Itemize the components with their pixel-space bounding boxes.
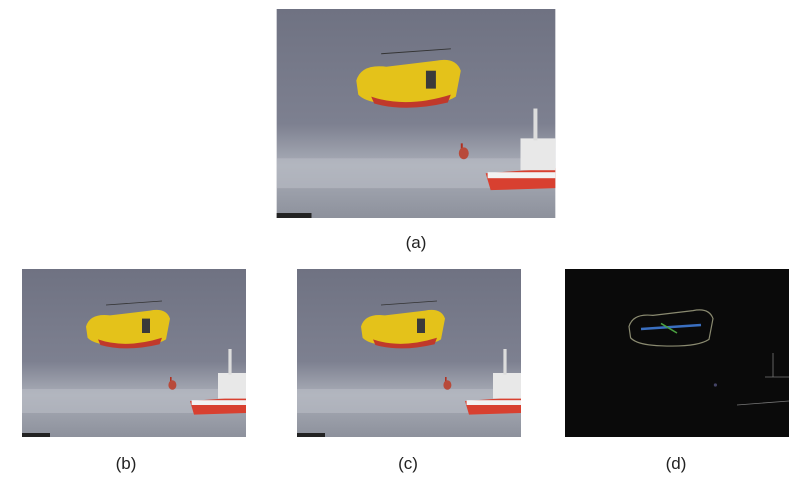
image-a xyxy=(276,9,556,218)
image-d xyxy=(565,269,789,437)
caption: (d) xyxy=(665,454,687,473)
caption: (c) xyxy=(398,454,418,473)
caption: (a) xyxy=(405,233,427,252)
caption: (b) xyxy=(115,454,137,473)
image-c xyxy=(297,269,521,437)
image-b xyxy=(22,269,246,437)
